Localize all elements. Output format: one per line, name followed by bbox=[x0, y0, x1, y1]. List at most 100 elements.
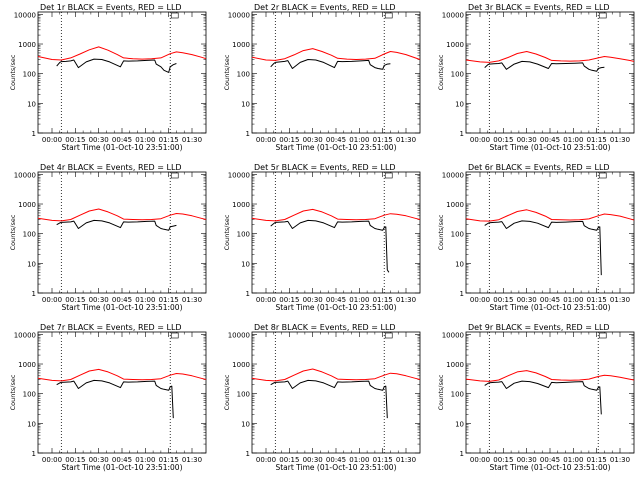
events-series-line bbox=[56, 219, 177, 231]
x-tick-label: 01:15 bbox=[159, 136, 179, 144]
y-tick-label: 10000 bbox=[14, 171, 36, 179]
panel-title: Det 2r BLACK = Events, RED = LLD bbox=[254, 3, 396, 12]
y-tick-label: 1 bbox=[246, 130, 250, 138]
x-tick-label: 01:30 bbox=[396, 136, 416, 144]
plot-frame bbox=[465, 11, 635, 134]
panel-title: Det 6r BLACK = Events, RED = LLD bbox=[468, 163, 610, 172]
y-tick-label: 1000 bbox=[446, 201, 464, 209]
x-tick-label: 00:00 bbox=[470, 136, 490, 144]
x-axis-label: Start Time (01-Oct-10 23:51:00) bbox=[275, 143, 396, 152]
x-axis-label: Start Time (01-Oct-10 23:51:00) bbox=[61, 143, 182, 152]
y-axis-label: Counts/sec bbox=[9, 374, 17, 410]
y-tick-label: 100 bbox=[23, 391, 36, 399]
x-tick-label: 00:45 bbox=[112, 296, 132, 304]
y-tick-label: 10 bbox=[241, 420, 250, 428]
y-tick-label: 10000 bbox=[442, 331, 464, 339]
x-tick-label: 01:15 bbox=[373, 136, 393, 144]
y-tick-label: 10000 bbox=[228, 171, 250, 179]
x-tick-label: 01:15 bbox=[587, 296, 607, 304]
x-tick-label: 00:00 bbox=[42, 296, 62, 304]
y-tick-label: 10 bbox=[27, 100, 36, 108]
plot-frame bbox=[37, 331, 207, 454]
interval-marker bbox=[598, 172, 607, 179]
events-series-line bbox=[484, 380, 602, 415]
x-tick-label: 01:15 bbox=[587, 456, 607, 464]
y-tick-label: 100 bbox=[237, 231, 250, 239]
lld-series-line bbox=[465, 370, 635, 382]
y-tick-label: 1 bbox=[460, 130, 464, 138]
plot-frame bbox=[465, 171, 635, 294]
detector-panel: Det 8r BLACK = Events, RED = LLD 1 10 100 10… bbox=[223, 323, 421, 472]
panel-title: Det 9r BLACK = Events, RED = LLD bbox=[468, 323, 610, 332]
x-tick-label: 00:45 bbox=[326, 136, 346, 144]
x-tick-label: 00:30 bbox=[517, 456, 537, 464]
lld-series-line bbox=[37, 46, 207, 61]
x-tick-label: 01:00 bbox=[349, 296, 369, 304]
y-tick-label: 1000 bbox=[232, 41, 250, 49]
lld-series-line bbox=[251, 48, 421, 61]
events-series-line bbox=[484, 220, 602, 276]
x-axis-label: Start Time (01-Oct-10 23:51:00) bbox=[61, 303, 182, 312]
x-tick-label: 00:00 bbox=[42, 456, 62, 464]
y-tick-label: 100 bbox=[23, 71, 36, 79]
x-tick-label: 00:30 bbox=[89, 296, 109, 304]
detector-panel: Det 1r BLACK = Events, RED = LLD 1 10 100 10… bbox=[9, 3, 207, 152]
x-tick-label: 00:30 bbox=[303, 456, 323, 464]
x-tick-label: 00:45 bbox=[326, 296, 346, 304]
detector-panel: Det 5r BLACK = Events, RED = LLD 1 10 100 10… bbox=[223, 163, 421, 312]
x-tick-label: 00:00 bbox=[256, 296, 276, 304]
detector-panel: Det 4r BLACK = Events, RED = LLD 1 10 100 10… bbox=[9, 163, 207, 312]
x-tick-label: 00:45 bbox=[326, 456, 346, 464]
y-tick-label: 10 bbox=[455, 100, 464, 108]
interval-marker bbox=[384, 332, 393, 339]
x-tick-label: 01:15 bbox=[159, 296, 179, 304]
x-tick-label: 01:30 bbox=[610, 296, 630, 304]
y-tick-label: 10 bbox=[27, 260, 36, 268]
x-axis-label: Start Time (01-Oct-10 23:51:00) bbox=[61, 463, 182, 472]
x-tick-label: 00:45 bbox=[112, 456, 132, 464]
x-tick-label: 01:00 bbox=[563, 296, 583, 304]
plot-frame bbox=[251, 331, 421, 454]
y-tick-label: 100 bbox=[451, 391, 464, 399]
panel-title: Det 1r BLACK = Events, RED = LLD bbox=[40, 3, 182, 12]
y-tick-label: 1 bbox=[246, 290, 250, 298]
plot-frame bbox=[465, 331, 635, 454]
x-tick-label: 00:30 bbox=[517, 136, 537, 144]
y-tick-label: 10000 bbox=[228, 331, 250, 339]
y-axis-label: Counts/sec bbox=[223, 374, 231, 410]
y-tick-label: 1000 bbox=[446, 41, 464, 49]
y-tick-label: 1000 bbox=[232, 361, 250, 369]
x-tick-label: 01:30 bbox=[182, 136, 202, 144]
y-tick-label: 1 bbox=[460, 450, 464, 458]
interval-marker bbox=[384, 172, 393, 179]
y-tick-label: 10000 bbox=[442, 11, 464, 19]
panel-title: Det 4r BLACK = Events, RED = LLD bbox=[40, 163, 182, 172]
detector-panel: Det 6r BLACK = Events, RED = LLD 1 10 100 10… bbox=[437, 163, 635, 312]
plot-frame bbox=[251, 171, 421, 294]
panel-title: Det 5r BLACK = Events, RED = LLD bbox=[254, 163, 396, 172]
y-tick-label: 1000 bbox=[18, 361, 36, 369]
x-tick-label: 01:30 bbox=[396, 296, 416, 304]
plot-frame bbox=[251, 11, 421, 134]
y-axis-label: Counts/sec bbox=[437, 214, 445, 250]
y-tick-label: 1 bbox=[32, 450, 36, 458]
events-series-line bbox=[270, 379, 388, 419]
x-axis-label: Start Time (01-Oct-10 23:51:00) bbox=[489, 303, 610, 312]
y-tick-label: 10000 bbox=[442, 171, 464, 179]
x-tick-label: 00:30 bbox=[89, 456, 109, 464]
y-tick-label: 1 bbox=[32, 290, 36, 298]
detector-panel: Det 2r BLACK = Events, RED = LLD 1 10 100 10… bbox=[223, 3, 421, 152]
x-tick-label: 01:15 bbox=[373, 296, 393, 304]
lld-series-line bbox=[251, 368, 421, 382]
y-tick-label: 100 bbox=[237, 391, 250, 399]
x-tick-label: 00:45 bbox=[112, 136, 132, 144]
x-tick-label: 00:00 bbox=[470, 456, 490, 464]
panel-title: Det 3r BLACK = Events, RED = LLD bbox=[468, 3, 610, 12]
detector-panel: Det 9r BLACK = Events, RED = LLD 1 10 100 10… bbox=[437, 323, 635, 472]
x-tick-label: 00:30 bbox=[517, 296, 537, 304]
lld-series-line bbox=[37, 208, 207, 222]
y-tick-label: 10 bbox=[241, 260, 250, 268]
x-tick-label: 00:00 bbox=[256, 136, 276, 144]
x-tick-label: 00:15 bbox=[493, 456, 513, 464]
